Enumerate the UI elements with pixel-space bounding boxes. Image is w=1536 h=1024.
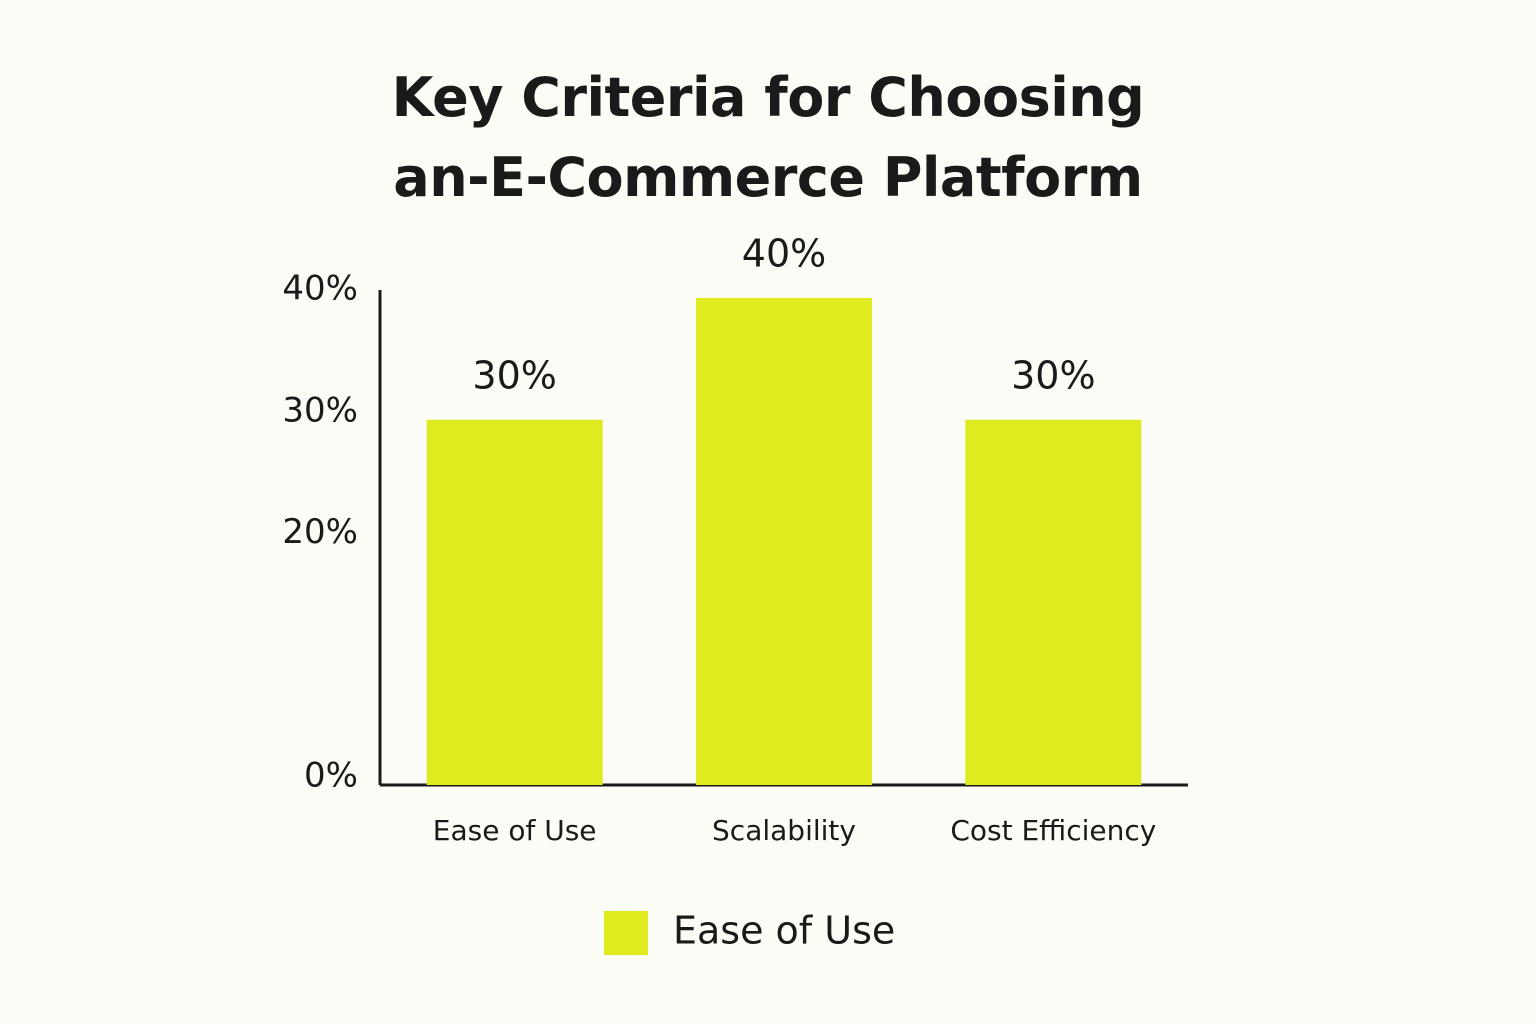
bar [696, 298, 872, 785]
x-tick-label: Cost Efficiency [950, 814, 1157, 847]
legend-swatch [604, 911, 648, 955]
data-label: 40% [742, 232, 826, 276]
data-label: 30% [472, 353, 556, 397]
data-label: 30% [1011, 353, 1095, 397]
legend-label: Ease of Use [673, 909, 895, 953]
bar [426, 419, 603, 785]
bar [965, 419, 1142, 785]
y-tick-label: 30% [282, 390, 358, 430]
x-tick-label: Ease of Use [432, 814, 597, 847]
y-tick-label: 20% [282, 512, 358, 552]
x-tick-label: Scalability [712, 814, 856, 847]
chart-title: Key Criteria for Choosing an-E-Commerce … [391, 66, 1145, 209]
y-tick-label: 0% [304, 756, 358, 796]
y-tick-label: 40% [282, 269, 358, 309]
